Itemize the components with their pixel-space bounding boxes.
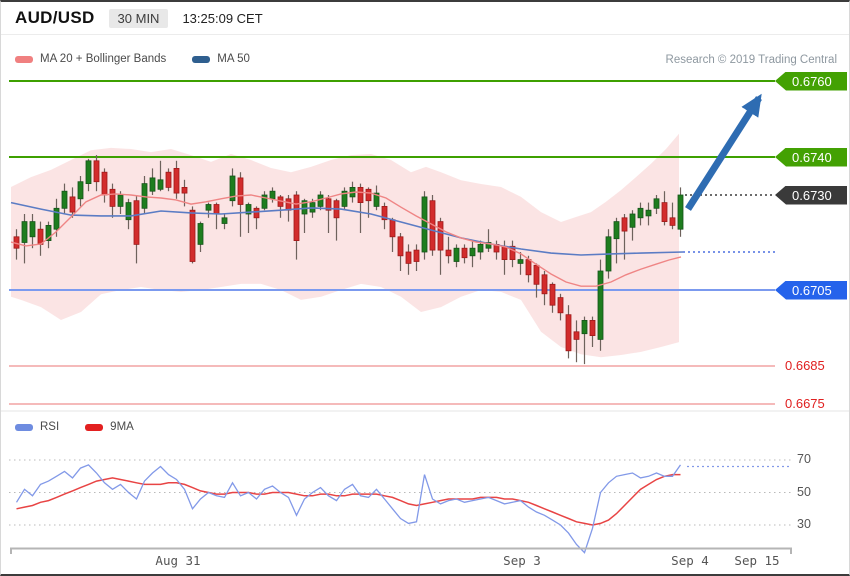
price-label-0.6675: 0.6675 [785, 396, 825, 411]
rsi-scale-label-70: 70 [797, 452, 811, 466]
legend-item-ma50: MA 50 [192, 53, 250, 65]
ma50-swatch [192, 55, 211, 63]
nine-ma-swatch [85, 423, 104, 431]
symbol-title: AUD/USD [15, 8, 95, 27]
price-label-0.6740: 0.6740 [775, 147, 847, 167]
ma50-line [10, 201, 684, 256]
x-axis-label-aug-31: Aug 31 [155, 553, 201, 568]
bullish-target-arrow [685, 93, 762, 211]
rsi-line [15, 464, 682, 554]
x-axis-track [10, 547, 792, 554]
legend-label: MA 50 [217, 53, 250, 65]
ma20-line [10, 191, 682, 287]
rsi-legend: RSI 9MA [15, 421, 134, 433]
bollinger-band-area [11, 133, 679, 358]
timestamp: 13:25:09 CET [182, 10, 263, 26]
x-axis-label-sep-15: Sep 15 [734, 553, 780, 568]
x-axis-label-sep-4: Sep 4 [671, 553, 709, 568]
rsi-scale-label-50: 50 [797, 484, 811, 499]
rsi-scale-label-30: 30 [797, 517, 811, 531]
price-label-0.6685: 0.6685 [785, 358, 825, 373]
research-watermark: Research © 2019 Trading Central [665, 54, 837, 66]
rsi-9ma-line [16, 473, 681, 526]
main-chart-legend: MA 20 + Bollinger Bands MA 50 [15, 53, 250, 65]
ma20-bollinger-swatch [15, 55, 33, 63]
legend-label: 9MA [110, 421, 134, 433]
legend-label: RSI [40, 421, 60, 433]
price-label-0.6760: 0.6760 [775, 71, 847, 91]
legend-item-9ma: 9MA [85, 421, 134, 433]
price-label-0.6705: 0.6705 [775, 280, 847, 300]
legend-item-rsi: RSI [15, 421, 59, 433]
rsi-swatch [15, 423, 33, 431]
header-bar: AUD/USD 30 MIN 13:25:09 CET [1, 2, 849, 35]
legend-item-ma20-bollinger: MA 20 + Bollinger Bands [15, 53, 166, 65]
timeframe-badge[interactable]: 30 MIN [108, 8, 169, 28]
legend-label: MA 20 + Bollinger Bands [40, 53, 167, 65]
x-axis-label-sep-3: Sep 3 [503, 553, 541, 568]
price-label-0.6730: 0.6730 [775, 185, 847, 205]
